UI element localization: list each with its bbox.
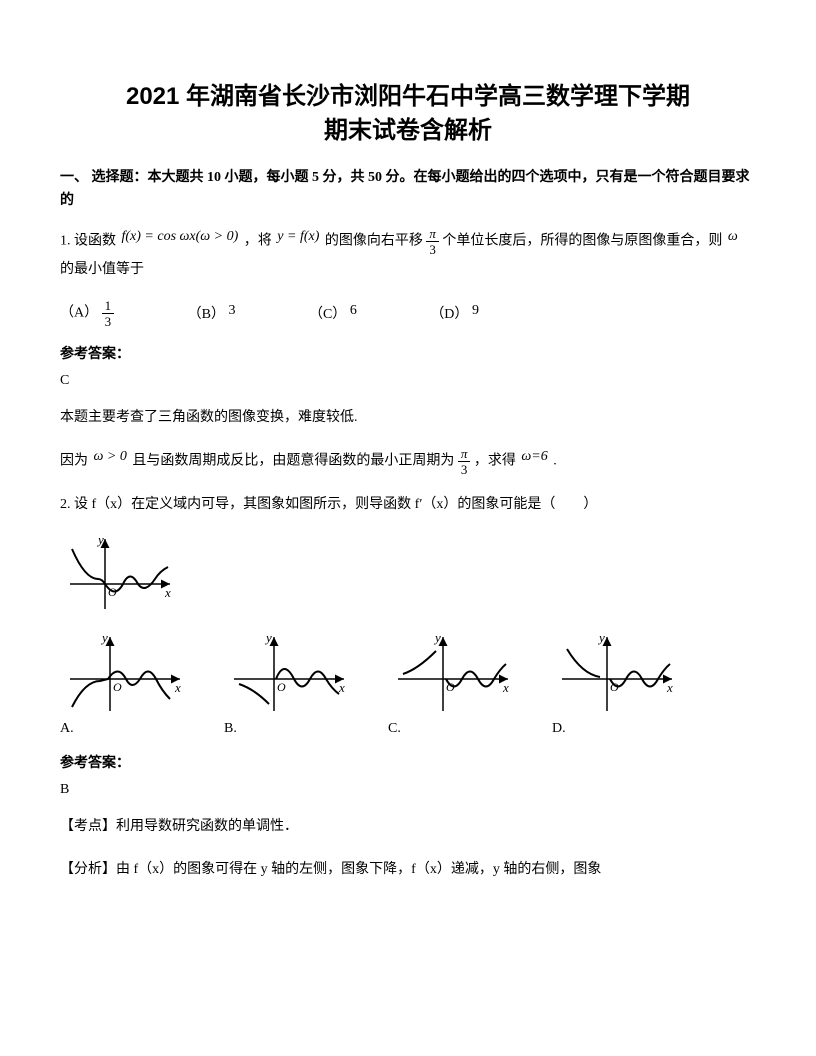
q1-formula1: f(x) = cos ωx(ω > 0): [122, 223, 239, 251]
q1-answer-label: 参考答案：: [60, 343, 756, 363]
title-line2: 期末试卷含解析: [60, 114, 756, 148]
q1-mid3: 个单位长度后，所得的图像与原图像重合，则: [442, 234, 722, 249]
q2-point: 【考点】利用导数研究函数的单调性．: [60, 813, 756, 841]
q1-mid2: 的图像向右平移: [325, 234, 423, 249]
svg-text:x: x: [666, 680, 673, 695]
q2-option-a-graph: y x O A.: [60, 629, 190, 737]
q1-prefix: 1. 设函数: [60, 234, 116, 249]
q1-explain2-formula1: ω > 0: [94, 443, 127, 471]
q2-optD-label: D.: [552, 721, 682, 737]
section-header: 一、 选择题：本大题共 10 小题，每小题 5 分，共 50 分。在每小题给出的…: [60, 167, 756, 212]
graph-c: y x O: [388, 629, 518, 719]
graph-d: y x O: [552, 629, 682, 719]
q1-formula2: y = f(x): [277, 223, 319, 251]
q1-option-c: （C） 6: [309, 303, 357, 323]
q1-explain1: 本题主要考查了三角函数的图像变换，难度较低.: [60, 404, 756, 432]
graph-b: y x O: [224, 629, 354, 719]
svg-text:x: x: [502, 680, 509, 695]
question-2: 2. 设 f（x）在定义域内可导，其图象如图所示，则导函数 f′（x）的图象可能…: [60, 491, 756, 519]
q1-option-a: （A） 1 3: [60, 299, 114, 328]
question-1: 1. 设函数 f(x) = cos ωx(ω > 0) ，将 y = f(x) …: [60, 227, 756, 284]
q1-options: （A） 1 3 （B） 3 （C） 6 （D） 9: [60, 299, 756, 328]
svg-text:x: x: [164, 585, 171, 600]
svg-text:O: O: [113, 680, 122, 694]
q2-answer-value: B: [60, 782, 756, 798]
q2-optB-label: B.: [224, 721, 354, 737]
q2-option-c-graph: y x O C.: [388, 629, 518, 737]
q1-explain2-formula2: ω=6: [521, 443, 547, 471]
q2-answer-label: 参考答案：: [60, 752, 756, 772]
q2-option-d-graph: y x O D.: [552, 629, 682, 737]
q2-option-b-graph: y x O B.: [224, 629, 354, 737]
svg-text:O: O: [277, 680, 286, 694]
svg-text:y: y: [597, 630, 605, 645]
svg-text:y: y: [433, 630, 441, 645]
q2-graph-original: y x O: [60, 529, 180, 619]
q2-optC-label: C.: [388, 721, 518, 737]
svg-text:y: y: [100, 630, 108, 645]
svg-text:y: y: [96, 532, 104, 547]
q1-formula3: π 3: [426, 227, 439, 256]
svg-text:x: x: [338, 680, 345, 695]
title-line1: 2021 年湖南省长沙市浏阳牛石中学高三数学理下学期: [60, 80, 756, 114]
graph-a: y x O: [60, 629, 190, 719]
q1-explain2: 因为 ω > 0 且与函数周期成反比，由题意得函数的最小正周期为 π 3 ，求得…: [60, 447, 756, 476]
svg-text:y: y: [264, 630, 272, 645]
q1-option-d: （D） 9: [430, 303, 479, 323]
q2-analysis: 【分析】由 f（x）的图象可得在 y 轴的左侧，图象下降，f（x）递减，y 轴的…: [60, 856, 756, 884]
q1-formula4: ω: [728, 223, 738, 251]
q1-optA-fraction: 1 3: [102, 299, 115, 328]
q1-explain2-fraction: π 3: [458, 447, 471, 476]
q1-mid4: 的最小值等于: [60, 262, 144, 277]
page-title: 2021 年湖南省长沙市浏阳牛石中学高三数学理下学期 期末试卷含解析: [60, 80, 756, 147]
q1-answer-value: C: [60, 373, 756, 389]
svg-text:x: x: [174, 680, 181, 695]
q2-optA-label: A.: [60, 721, 190, 737]
q2-options-row: y x O A. y x O B. y x: [60, 629, 756, 737]
q2-original-graph: y x O: [60, 529, 756, 619]
q1-option-b: （B） 3: [188, 303, 236, 323]
q1-mid1: ，将: [244, 234, 272, 249]
